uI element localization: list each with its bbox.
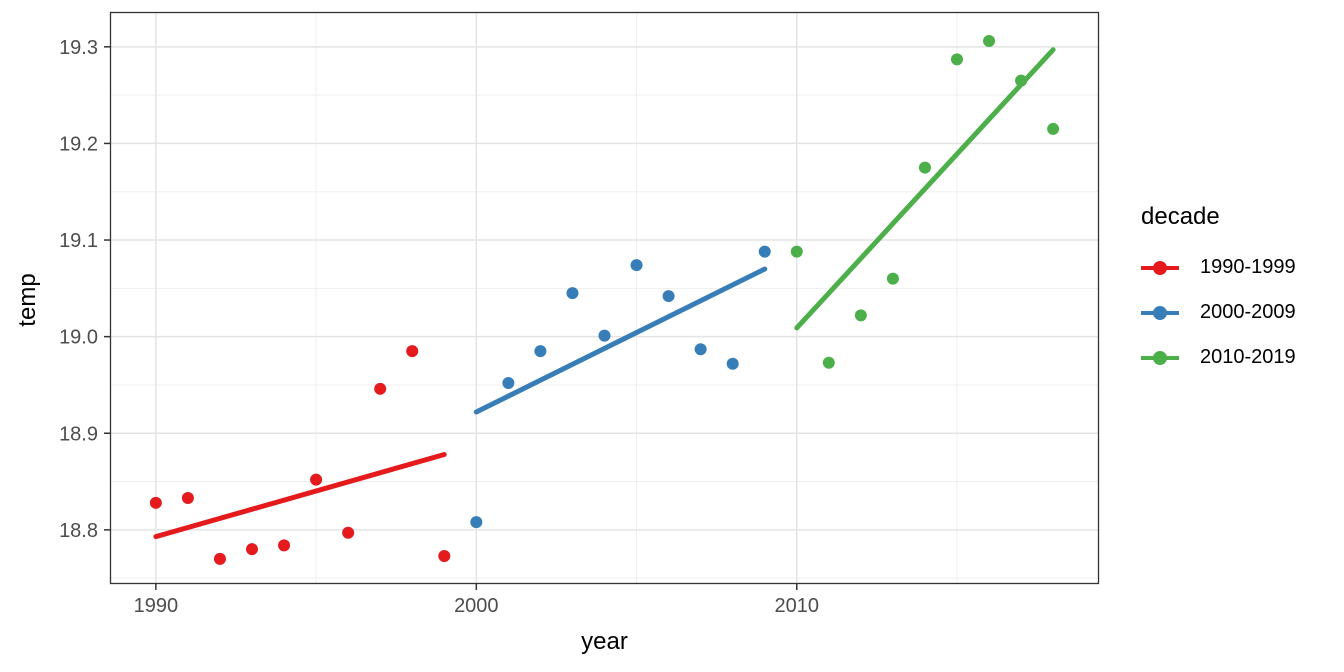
x-tick-label: 1990: [134, 595, 179, 617]
x-axis-title: year: [581, 628, 628, 655]
panel-border: [109, 11, 1100, 585]
trend-line-2010-2019: [794, 47, 1056, 331]
data-point-2000-2009: [534, 345, 547, 358]
legend-entry-label: 2010-2019: [1200, 346, 1296, 368]
data-point-2010-2019: [790, 245, 803, 258]
y-tick-label: 19.1: [59, 230, 98, 252]
data-point-2010-2019: [886, 272, 899, 285]
data-point-2010-2019: [1015, 74, 1028, 87]
data-point-2000-2009: [470, 516, 483, 529]
data-point-2000-2009: [502, 377, 515, 390]
data-point-2000-2009: [630, 259, 643, 272]
data-point-2010-2019: [918, 161, 931, 174]
legend-key-icon: [1141, 349, 1179, 367]
data-point-1990-1999: [310, 473, 323, 486]
data-point-2000-2009: [598, 329, 611, 342]
legend-key-icon: [1141, 304, 1179, 322]
data-point-2000-2009: [662, 290, 675, 303]
legend-entry-label: 1990-1999: [1200, 256, 1296, 278]
x-tick-label: 2010: [775, 595, 820, 617]
data-point-2000-2009: [726, 357, 739, 370]
trend-line-2000-2009: [473, 266, 768, 415]
data-point-2010-2019: [951, 53, 963, 66]
data-point-1990-1999: [149, 496, 162, 509]
legend: decade 1990-1999 2000-2009 2010-2019: [1141, 203, 1296, 380]
legend-entry: 2000-2009: [1141, 290, 1296, 335]
data-point-2000-2009: [566, 287, 579, 300]
data-point-2010-2019: [1047, 122, 1060, 135]
legend-entries: 1990-1999 2000-2009 2010-2019: [1141, 245, 1296, 380]
y-tick-label: 19.3: [59, 37, 98, 59]
y-axis-title: temp: [14, 273, 41, 327]
data-point-1990-1999: [246, 543, 258, 556]
data-point-1990-1999: [438, 549, 451, 562]
y-tick-label: 19.0: [59, 327, 98, 349]
data-point-1990-1999: [213, 552, 226, 565]
data-point-1990-1999: [342, 526, 355, 539]
x-tick-label: 2000: [454, 595, 499, 617]
legend-title: decade: [1141, 203, 1220, 230]
data-point-1990-1999: [374, 382, 387, 395]
data-point-1990-1999: [406, 345, 419, 358]
legend-key-icon: [1141, 259, 1179, 277]
legend-entry: 2010-2019: [1141, 335, 1296, 380]
y-tick-label: 18.9: [59, 423, 98, 445]
data-point-2010-2019: [822, 356, 835, 369]
y-tick-label: 19.2: [59, 133, 98, 155]
legend-key-dot: [1153, 305, 1167, 320]
data-point-1990-1999: [278, 539, 291, 552]
legend-key-dot: [1153, 350, 1167, 365]
data-point-2000-2009: [694, 343, 707, 356]
legend-key-dot: [1153, 260, 1167, 275]
legend-entry: 1990-1999: [1141, 245, 1296, 290]
y-tick-label: 18.8: [59, 520, 98, 542]
data-point-2010-2019: [983, 35, 996, 48]
legend-entry-label: 2000-2009: [1200, 301, 1296, 323]
trend-line-1990-1999: [153, 452, 447, 540]
data-point-1990-1999: [181, 491, 194, 504]
data-point-2000-2009: [758, 245, 771, 258]
data-point-2010-2019: [854, 309, 867, 322]
plot-panel: [111, 13, 1098, 583]
